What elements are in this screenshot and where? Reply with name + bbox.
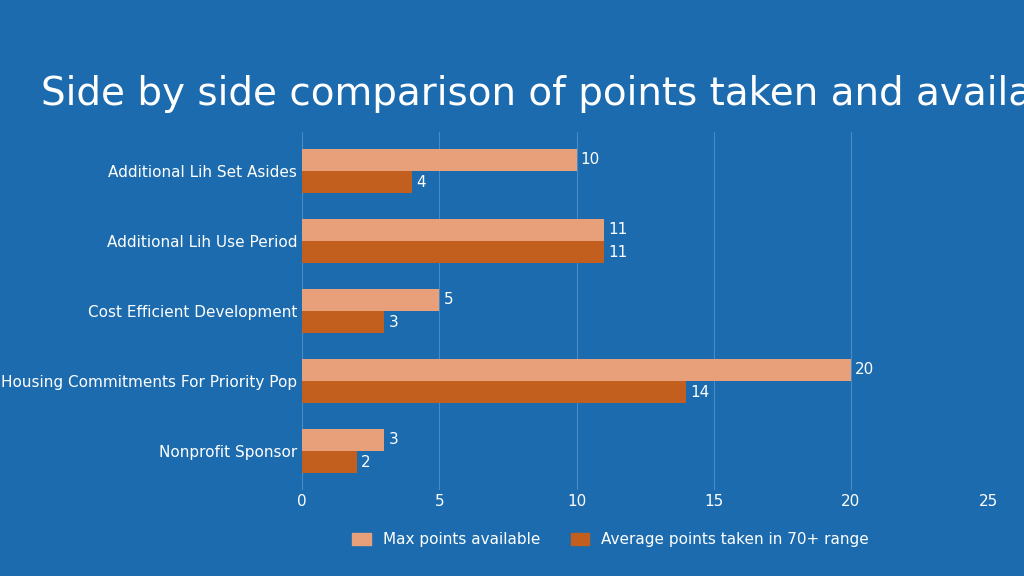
- Bar: [302, 149, 577, 171]
- Bar: [302, 429, 384, 451]
- Text: 10: 10: [581, 153, 600, 168]
- Text: 20: 20: [855, 362, 874, 377]
- Bar: [302, 219, 604, 241]
- Text: 11: 11: [608, 222, 628, 237]
- Bar: [302, 311, 384, 334]
- Text: 3: 3: [388, 432, 398, 448]
- Text: 4: 4: [416, 175, 426, 190]
- Text: Side by side comparison of points taken and available: Side by side comparison of points taken …: [41, 75, 1024, 113]
- Legend: Max points available, Average points taken in 70+ range: Max points available, Average points tak…: [346, 526, 876, 554]
- Bar: [302, 171, 412, 194]
- Bar: [302, 381, 686, 403]
- Text: 14: 14: [690, 385, 710, 400]
- Text: 5: 5: [443, 293, 453, 308]
- Bar: [302, 289, 439, 311]
- Text: 2: 2: [361, 454, 371, 469]
- Bar: [302, 451, 357, 473]
- Bar: [302, 359, 851, 381]
- Text: 11: 11: [608, 245, 628, 260]
- Text: 3: 3: [388, 314, 398, 329]
- Bar: [302, 241, 604, 263]
